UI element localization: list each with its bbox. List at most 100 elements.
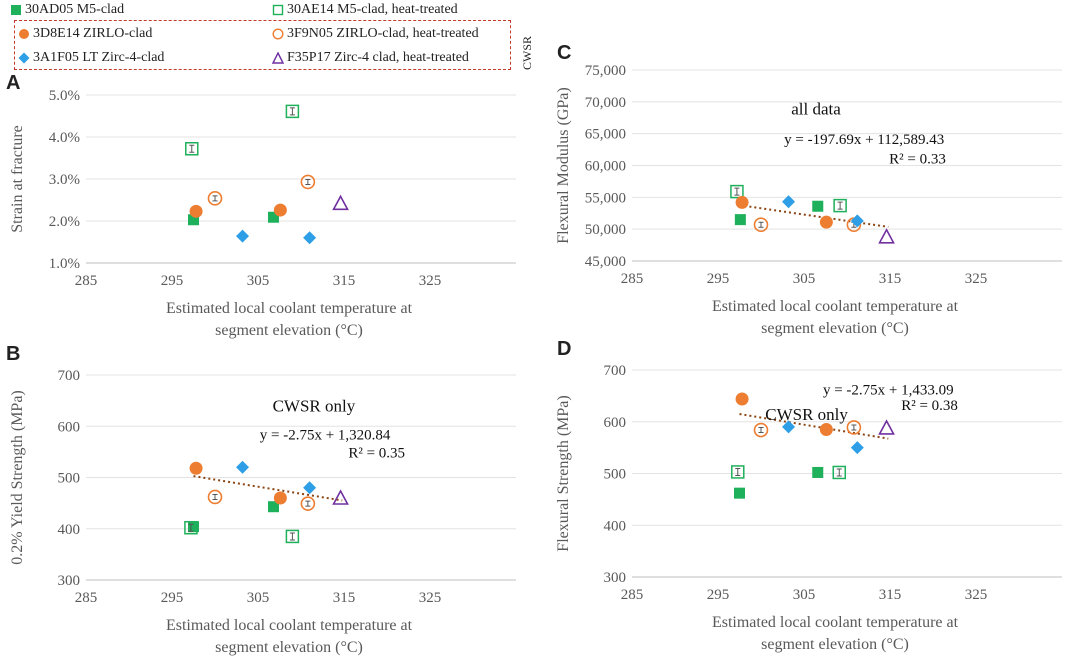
x-axis-label: Estimated local coolant temperature at [712, 298, 959, 315]
circle-filled-icon [19, 29, 29, 39]
chart-annotation: CWSR only [765, 405, 848, 424]
x-tick-label: 315 [879, 587, 902, 603]
data-point-3F9N05 [753, 422, 769, 438]
x-axis-label: segment elevation (°C) [761, 320, 909, 337]
data-point-30AE14 [731, 465, 745, 479]
chart-annotation: y = -2.75x + 1,433.09 [823, 382, 954, 398]
data-point-30AD05 [267, 211, 279, 223]
panel-letter-b: B [6, 343, 21, 365]
chart-annotation: y = -2.75x + 1,320.84 [260, 428, 391, 444]
y-tick-label: 700 [58, 368, 81, 384]
data-point-F35P17 [332, 194, 349, 211]
error-bar [212, 493, 218, 500]
error-bar [188, 523, 194, 532]
data-point-3A1F05 [236, 460, 250, 474]
data-point-3D8E14 [819, 423, 833, 437]
y-tick-label: 5.0% [49, 88, 80, 104]
data-point-F35P17 [878, 419, 895, 435]
error-bar [305, 500, 311, 507]
legend-label: 30AE14 M5-clad, heat-treated [287, 2, 458, 17]
data-point-3D8E14 [819, 215, 833, 229]
marker-shape [185, 142, 199, 156]
data-point-30AE14 [285, 529, 300, 544]
chart-panel-b: 300 400 500 600 700 285 295 305 315 325 Estimated … [9, 368, 516, 656]
square-open-icon [272, 4, 284, 16]
marker-shape [753, 217, 769, 233]
y-tick-label: 300 [58, 573, 81, 589]
data-point-3F9N05 [300, 496, 316, 511]
y-tick-label: 1.0% [49, 256, 80, 272]
data-point-3D8E14 [273, 203, 287, 217]
marker-shape [832, 465, 847, 480]
y-tick-label: 400 [604, 518, 627, 534]
data-point-3A1F05 [850, 214, 864, 228]
data-point-30AD05 [812, 466, 824, 478]
data-point-30AD05 [188, 521, 199, 533]
data-point-3F9N05 [846, 420, 862, 435]
chart-panel-c: 45,000 50,000 55,000 60,000 65,000 70,000 75,0… [555, 63, 1062, 337]
data-point-30AE14 [832, 465, 847, 480]
data-point-3F9N05 [207, 191, 223, 206]
y-tick-label: 65,000 [585, 127, 626, 143]
y-tick-label: 70,000 [585, 95, 626, 111]
trendline [739, 204, 889, 228]
y-tick-label: 300 [604, 570, 627, 586]
y-tick-label: 60,000 [585, 159, 626, 175]
error-bar [212, 195, 218, 202]
x-axis-label: segment elevation (°C) [761, 636, 909, 653]
y-axis-label: Flexural Strength (MPa) [555, 395, 572, 551]
legend-label: 3F9N05 ZIRLO-clad, heat-treated [287, 26, 479, 41]
y-tick-label: 50,000 [585, 222, 626, 238]
legend-label: 3D8E14 ZIRLO-clad [33, 26, 153, 41]
data-point-3A1F05 [782, 195, 796, 209]
data-point-3D8E14 [735, 392, 749, 406]
x-tick-label: 305 [247, 590, 270, 606]
y-axis-label: 0.2% Yield Strength (MPa) [9, 390, 26, 565]
data-point-30AD05 [734, 487, 745, 499]
x-tick-label: 315 [333, 590, 356, 606]
x-tick-label: 325 [965, 587, 988, 603]
triangle-open-icon [272, 52, 284, 64]
panel-letter-d: D [557, 338, 572, 360]
trendline [193, 475, 343, 502]
data-point-30AD05 [188, 214, 199, 226]
y-tick-label: 75,000 [585, 63, 626, 79]
error-bar [837, 201, 843, 210]
data-point-3A1F05 [782, 420, 796, 434]
legend-label: F35P17 Zirc-4 clad, heat-treated [287, 50, 469, 65]
data-point-3D8E14 [273, 491, 287, 505]
x-axis-label: Estimated local coolant temperature at [166, 617, 413, 634]
x-tick-label: 295 [161, 273, 184, 289]
marker-shape [730, 184, 744, 199]
x-tick-label: 325 [419, 273, 442, 289]
x-tick-label: 295 [707, 271, 730, 287]
data-point-3D8E14 [735, 195, 749, 209]
data-point-3D8E14 [189, 204, 203, 218]
y-tick-label: 600 [604, 415, 627, 431]
x-tick-label: 305 [793, 587, 816, 603]
error-bar [758, 427, 764, 434]
marker-shape [285, 529, 300, 544]
y-tick-label: 45,000 [585, 254, 626, 270]
chart-annotation: y = -197.69x + 112,589.43 [784, 132, 944, 148]
x-tick-label: 285 [621, 271, 644, 287]
x-tick-label: 315 [879, 271, 902, 287]
data-point-30AE14 [730, 184, 744, 199]
diamond-filled-icon [18, 52, 30, 64]
data-point-3A1F05 [236, 229, 250, 243]
cwsr-legend-group [14, 20, 511, 70]
y-tick-label: 500 [604, 467, 627, 483]
marker-shape [731, 465, 745, 479]
x-tick-label: 315 [333, 273, 356, 289]
marker-shape [846, 420, 862, 435]
error-bar [758, 221, 764, 228]
square-filled-icon [11, 5, 21, 15]
data-point-3A1F05 [850, 441, 864, 455]
panel-letter-a: A [6, 72, 21, 94]
error-bar [289, 532, 295, 541]
x-tick-label: 305 [247, 273, 270, 289]
panel-letter-c: C [557, 42, 572, 64]
data-point-3A1F05 [303, 231, 317, 245]
error-bar [735, 467, 741, 476]
